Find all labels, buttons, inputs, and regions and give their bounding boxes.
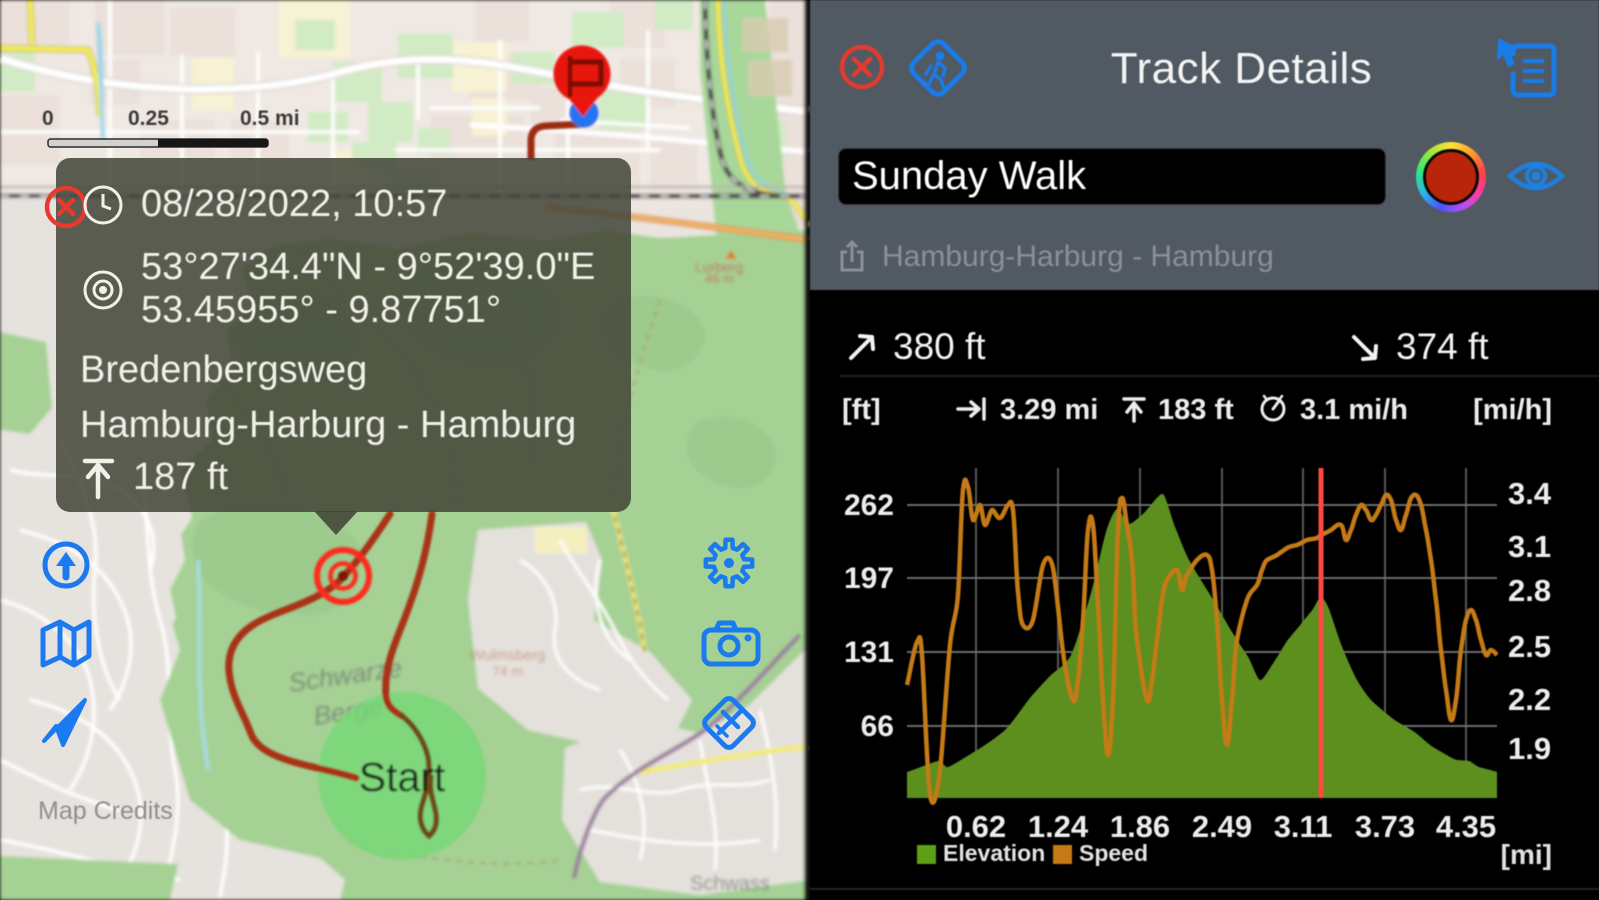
svg-text:Lurberg: Lurberg — [695, 259, 743, 275]
svg-text:2.2: 2.2 — [1508, 682, 1551, 717]
svg-text:2.5: 2.5 — [1508, 629, 1551, 664]
svg-text:3.1 mi/h: 3.1 mi/h — [1300, 394, 1408, 426]
svg-text:[ft]: [ft] — [842, 394, 881, 426]
svg-text:3.4: 3.4 — [1508, 476, 1552, 511]
svg-text:380 ft: 380 ft — [893, 326, 986, 367]
svg-text:3.73: 3.73 — [1355, 809, 1415, 844]
svg-text:74 m: 74 m — [492, 663, 523, 679]
svg-text:197: 197 — [844, 562, 894, 595]
svg-text:4.35: 4.35 — [1436, 809, 1496, 844]
svg-text:131: 131 — [844, 636, 894, 669]
svg-text:374 ft: 374 ft — [1396, 326, 1489, 367]
svg-text:Start: Start — [359, 754, 446, 800]
svg-text:1.24: 1.24 — [1028, 809, 1089, 844]
svg-text:Speed: Speed — [1079, 840, 1148, 866]
svg-text:[mi]: [mi] — [1501, 839, 1552, 870]
svg-text:Elevation: Elevation — [943, 840, 1045, 866]
svg-text:Schwass: Schwass — [690, 873, 770, 895]
svg-text:Wulmsberg: Wulmsberg — [470, 647, 546, 664]
svg-text:183 ft: 183 ft — [1158, 394, 1234, 426]
svg-text:262: 262 — [844, 489, 894, 522]
svg-text:0.62: 0.62 — [946, 809, 1006, 844]
svg-text:1.9: 1.9 — [1508, 731, 1551, 766]
svg-text:2.8: 2.8 — [1508, 573, 1551, 608]
svg-text:[mi/h]: [mi/h] — [1473, 394, 1552, 426]
svg-text:3.29 mi: 3.29 mi — [1000, 394, 1098, 426]
svg-text:46 m: 46 m — [705, 271, 734, 286]
svg-text:3.1: 3.1 — [1508, 529, 1551, 564]
svg-text:3.11: 3.11 — [1274, 809, 1333, 844]
svg-text:66: 66 — [861, 710, 894, 743]
svg-text:1.86: 1.86 — [1110, 809, 1170, 844]
svg-text:2.49: 2.49 — [1192, 809, 1252, 844]
